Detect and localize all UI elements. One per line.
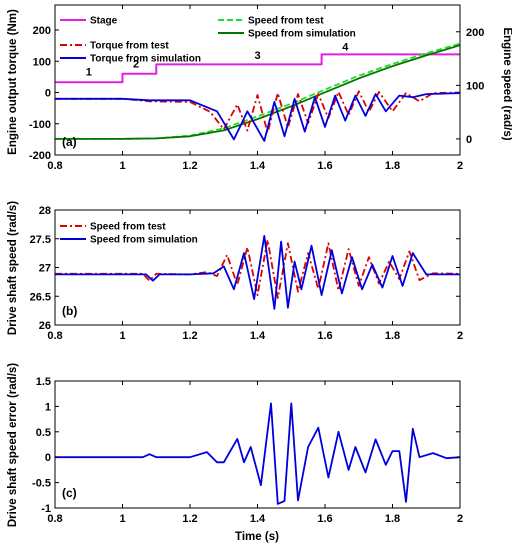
panel-c-y-axis-label: Drive shaft speed error (rad/s) [7,363,19,527]
y-tick-label: 100 [33,56,51,68]
y-tick-label: 0 [45,452,51,464]
x-tick-label: 1.4 [250,513,266,525]
y-tick-label: 27.5 [30,234,51,246]
y-tick-label-right: 100 [466,80,484,92]
stage-label-4: 4 [342,41,349,53]
panel-a-y-axis-right-label: Engine speed (rad/s) [501,27,512,140]
y-tick-label-right: 200 [466,27,484,39]
stage-label-2: 2 [133,59,139,71]
panel-b-plot-area [55,234,460,310]
x-tick-label: 1.8 [385,513,400,525]
legend-entry: Torque from test [90,41,169,52]
x-tick-label: 1.8 [385,160,400,172]
y-tick-label: 28 [39,205,51,217]
legend-entry: Speed from simulation [90,235,198,246]
x-tick-label: 1.2 [182,513,197,525]
y-tick-label: 0 [45,88,51,100]
panel-a-series-speed-from-simulation [55,44,460,140]
legend-entry: Speed from test [90,222,166,233]
panel-c: 0.8 1 1.2 1.4 1.6 1.8 2 -1 -0.5 0 0.5 1 1.5 (c) Driv… [7,363,463,543]
legend-entry: Torque from simulation [90,54,201,65]
x-tick-label: 1.8 [385,330,400,342]
panel-a-plot-area [55,42,460,142]
y-tick-label: 27 [39,263,51,275]
y-tick-label: -200 [29,150,51,162]
panel-a-label: (a) [62,135,77,149]
y-tick-label: 26.5 [30,291,51,303]
panel-a: 0.8 1 1.2 1.4 1.6 1.8 2-200-10001002000100200 … [7,4,512,172]
stage-label-1: 1 [86,66,92,78]
x-tick-label: 2 [457,160,463,172]
legend-entry: Stage [90,16,118,27]
x-tick-label: 0.8 [47,160,62,172]
y-tick-label: -0.5 [32,478,51,490]
y-tick-label: 1.5 [36,376,51,388]
panel-a-stage-labels: 1 2 3 4 [86,41,350,78]
panel-a-legend: Stage Torque from test Torque from simulat… [60,16,356,65]
panel-b-y-axis-label: Drive shaft speed (rad/s) [7,201,19,335]
panel-a-frame [54,4,461,156]
panel-c-frame [54,380,461,509]
panel-a-y-axis-label: Engine output torque (Nm) [7,9,19,155]
x-tick-label: 2 [457,513,463,525]
x-tick-label: 1 [119,513,125,525]
panel-b-legend: Speed from test Speed from simulation [60,222,198,246]
y-tick-label: 1 [45,401,51,413]
panel-b-series-speed-from-test [55,238,460,299]
y-tick-label: -100 [29,119,51,131]
y-tick-label: 26 [39,320,51,332]
panel-c-label: (c) [62,486,77,500]
legend-entry: Speed from simulation [248,29,356,40]
y-tick-label: -1 [41,503,51,515]
panel-c-series-error [55,402,460,505]
y-tick-label: 200 [33,25,51,37]
x-tick-label: 1.4 [250,160,266,172]
x-tick-label: 0.8 [47,513,62,525]
x-tick-label: 1.4 [250,330,266,342]
panel-b-frame [54,209,461,326]
x-tick-label: 2 [457,330,463,342]
panel-a-series-stage [55,53,460,84]
panel-b-label: (b) [62,304,77,318]
x-tick-label: 1.6 [317,160,332,172]
panel-c-plot-area [55,402,460,505]
x-tick-label: 1 [119,330,125,342]
x-tick-label: 1.2 [182,160,197,172]
x-tick-label: 1 [119,160,125,172]
stage-label-3: 3 [254,50,260,62]
panel-b: 0.8 1 1.2 1.4 1.6 1.8 2 26 26.5 27 27.5 28 (b) Driv… [7,201,463,342]
legend-entry: Speed from test [248,16,324,27]
x-tick-label: 1.6 [317,513,332,525]
x-tick-label: 0.8 [47,330,62,342]
panel-a-series-torque-from-test [55,90,460,134]
x-tick-label: 1.2 [182,330,197,342]
panel-b-series-speed-from-simulation [55,234,460,310]
y-tick-label: 0.5 [36,427,51,439]
panel-a-ticks: 0.8 1 1.2 1.4 1.6 1.8 2 -200 -100 0 100 200 0 100 200 [29,5,484,172]
x-tick-label: 1.6 [317,330,332,342]
x-axis-label: Time (s) [235,531,279,543]
y-tick-label-right: 0 [466,134,472,146]
panel-a-series-torque-from-simulation [55,92,460,142]
